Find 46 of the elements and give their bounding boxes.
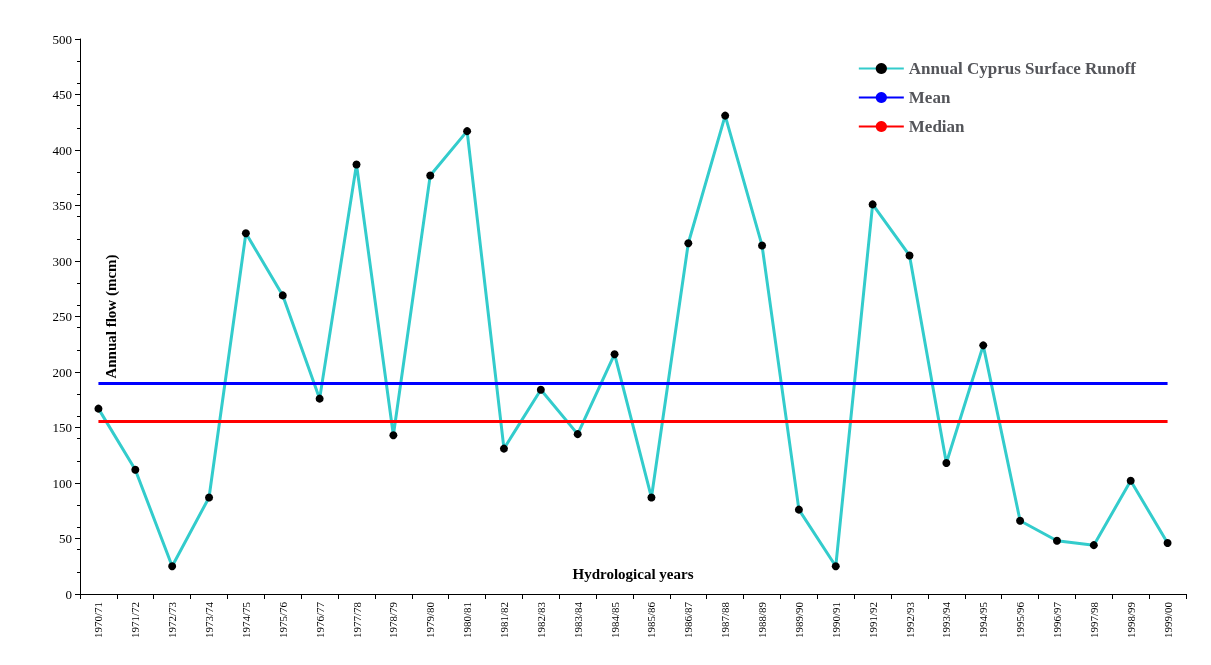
- x-tick-label: 1984/85: [608, 601, 621, 639]
- x-tick-label: 1988/89: [756, 601, 769, 639]
- y-tick-label: 200: [52, 364, 72, 380]
- x-tick-label: 1991/92: [866, 602, 879, 639]
- x-axis-title: Hydrological years: [572, 565, 694, 582]
- x-tick-label: 1995/96: [1014, 601, 1027, 639]
- y-tick-label: 150: [52, 420, 72, 435]
- x-tick-label: 1973/74: [203, 601, 216, 639]
- y-tick-label: 350: [52, 198, 72, 213]
- x-tick-label: 1980/81: [461, 602, 474, 639]
- y-tick-label: 50: [59, 531, 72, 546]
- x-tick-label: 1971/72: [129, 602, 142, 639]
- legend-label: Annual Cyprus Surface Runoff: [908, 59, 1137, 78]
- legend-label: Mean: [908, 88, 951, 107]
- x-tick-label: 1970/71: [92, 602, 105, 639]
- y-axis-title: Annual flow (mcm): [102, 254, 120, 379]
- x-tick-label: 1990/91: [829, 602, 842, 639]
- x-tick-label: 1998/99: [1124, 601, 1137, 639]
- y-tick-label: 500: [52, 31, 72, 47]
- x-tick-label: 1974/75: [239, 601, 252, 639]
- x-tick-label: 1977/78: [350, 601, 363, 639]
- x-tick-label: 1987/88: [719, 601, 732, 639]
- x-tick-label: 1975/76: [276, 601, 289, 639]
- y-tick-label: 250: [52, 309, 72, 324]
- x-tick-label: 1986/87: [682, 601, 695, 639]
- x-tick-label: 1999/00: [1161, 601, 1174, 639]
- x-tick-label: 1997/98: [1087, 601, 1100, 639]
- x-tick-label: 1996/97: [1050, 601, 1063, 639]
- y-tick-label: 0: [65, 586, 72, 602]
- x-tick-label: 1989/90: [792, 601, 805, 639]
- y-tick-label: 100: [52, 475, 72, 491]
- x-tick-label: 1985/86: [645, 601, 658, 639]
- y-tick-label: 450: [52, 87, 72, 102]
- x-tick-label: 1983/84: [571, 601, 584, 639]
- x-tick-label: 1981/82: [497, 602, 510, 639]
- y-tick-label: 300: [52, 253, 72, 269]
- x-tick-label: 1982/83: [534, 601, 547, 639]
- x-tick-label: 1992/93: [903, 601, 916, 639]
- legend-label: Median: [908, 117, 966, 136]
- y-tick-label: 400: [52, 142, 72, 158]
- x-tick-label: 1976/77: [313, 601, 326, 639]
- x-tick-label: 1972/73: [166, 601, 179, 639]
- x-tick-label: 1979/80: [424, 601, 437, 639]
- x-tick-label: 1994/95: [977, 601, 990, 639]
- x-tick-label: 1978/79: [387, 601, 400, 639]
- x-tick-label: 1993/94: [940, 601, 953, 639]
